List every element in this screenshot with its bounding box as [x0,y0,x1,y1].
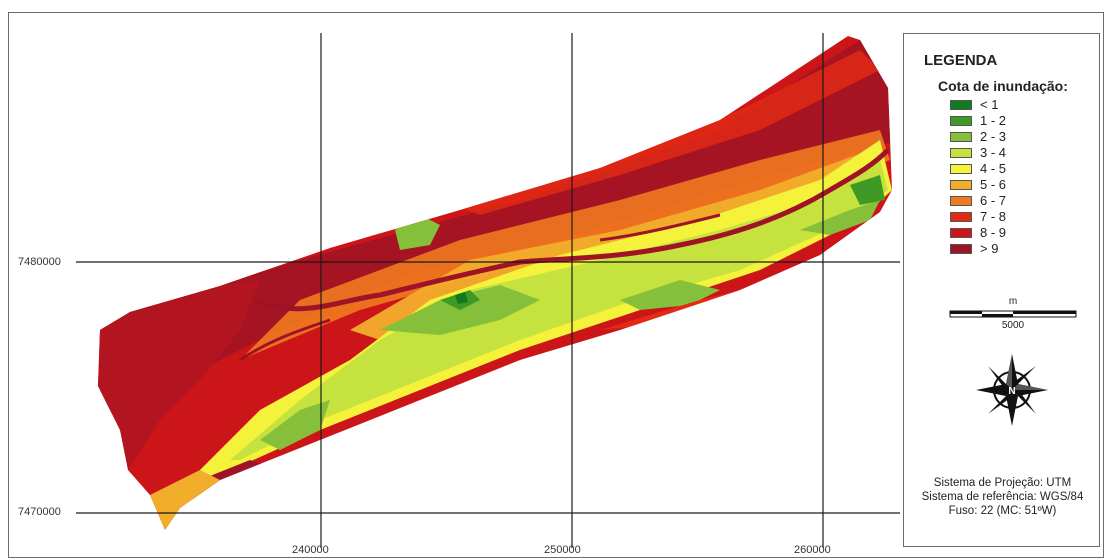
legend-item-label: 8 - 9 [980,225,1007,240]
projection-line: Fuso: 22 (MC: 51ºW) [948,505,1057,517]
legend-item-label: 6 - 7 [980,193,1007,208]
y-tick-label: 7470000 [18,506,61,518]
legend-swatch [950,244,972,254]
legend-title: LEGENDA [924,52,998,69]
legend-swatch [950,180,972,190]
scale-bar-graphic [949,310,1077,318]
map-grid [76,33,900,548]
scale-bar: m 5000 [948,294,1078,334]
north-arrow-icon: N [976,354,1048,426]
legend-swatch [950,116,972,126]
x-tick-label: 240000 [292,544,329,556]
legend-item-label: 7 - 8 [980,209,1007,224]
legend-item-label: 4 - 5 [980,161,1007,176]
legend-item-label: 2 - 3 [980,129,1007,144]
legend-panel: LEGENDA Cota de inundação: < 1 1 - 2 2 -… [903,33,1100,547]
x-tick-label: 250000 [544,544,581,556]
legend-subtitle: Cota de inundação: [938,78,1068,94]
legend-item-label: < 1 [980,97,999,112]
north-letter: N [1008,386,1015,397]
map-frame [8,12,1104,558]
legend-swatch [950,100,972,110]
legend-swatch [950,164,972,174]
legend-item-label: 5 - 6 [980,177,1007,192]
legend-swatch [950,196,972,206]
scale-value: 5000 [1001,320,1025,331]
legend-swatch [950,132,972,142]
legend-swatch [950,148,972,158]
legend-item-label: > 9 [980,241,999,256]
legend-swatch [950,212,972,222]
projection-line: Sistema de Projeção: UTM [933,477,1072,489]
x-tick-label: 260000 [794,544,831,556]
scale-unit: m [1008,296,1018,307]
projection-info: Sistema de Projeção: UTM Sistema de refe… [904,476,1101,518]
legend-item-label: 3 - 4 [980,145,1007,160]
y-tick-label: 7480000 [18,256,61,268]
legend-item-label: 1 - 2 [980,113,1007,128]
legend-swatch [950,228,972,238]
projection-line: Sistema de referência: WGS/84 [921,491,1084,503]
flood-strip [98,36,892,530]
